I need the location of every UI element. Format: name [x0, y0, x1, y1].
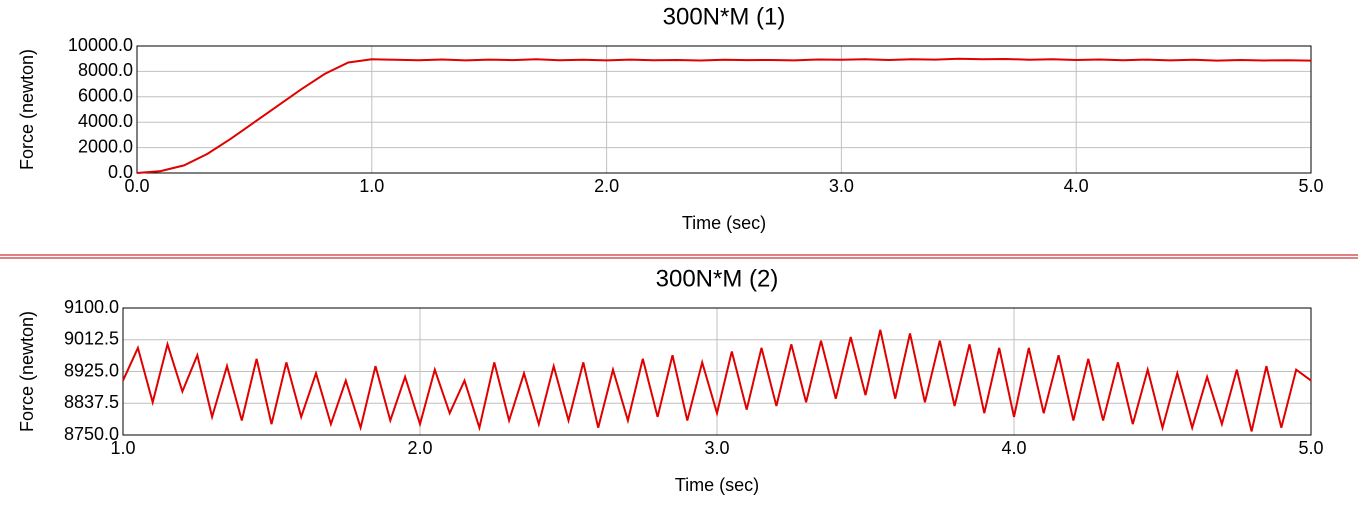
y-tick-label: 9100.0: [64, 297, 119, 317]
y-tick-label: 9012.5: [64, 329, 119, 349]
data-line: [136, 57, 1312, 174]
x-tick-label: 2.0: [594, 176, 619, 196]
y-tick-label: 6000.0: [78, 86, 133, 106]
x-tick-label: 4.0: [1064, 176, 1089, 196]
x-tick-label: 4.0: [1001, 438, 1026, 458]
plot-area: [137, 46, 1311, 173]
data-line: [122, 329, 1312, 432]
y-tick-label: 8925.0: [64, 360, 119, 380]
x-tick-label: 0.0: [124, 176, 149, 196]
y-tick-label: 2000.0: [78, 136, 133, 156]
y-axis-label: Force (newton): [17, 311, 37, 432]
plot-frame: [136, 45, 1312, 174]
y-axis-label: Force (newton): [17, 49, 37, 170]
y-tick-label: 8750.0: [64, 424, 119, 444]
x-tick-label: 5.0: [1298, 438, 1323, 458]
x-tick-label: 2.0: [407, 438, 432, 458]
x-tick-label: 5.0: [1298, 176, 1323, 196]
y-tick-label: 0.0: [108, 162, 133, 182]
x-tick-label: 3.0: [829, 176, 854, 196]
y-tick-label: 10000.0: [68, 35, 133, 55]
chart-title: 300N*M (1): [663, 3, 786, 30]
y-tick-label: 8000.0: [78, 60, 133, 80]
plot-frame: [122, 307, 1312, 436]
x-tick-label: 1.0: [110, 438, 135, 458]
x-tick-label: 1.0: [359, 176, 384, 196]
x-axis-label: Time (sec): [682, 213, 766, 233]
chart-title: 300N*M (2): [656, 265, 779, 292]
x-axis-label: Time (sec): [675, 475, 759, 495]
x-tick-label: 3.0: [704, 438, 729, 458]
y-tick-label: 8837.5: [64, 392, 119, 412]
y-tick-label: 4000.0: [78, 111, 133, 131]
